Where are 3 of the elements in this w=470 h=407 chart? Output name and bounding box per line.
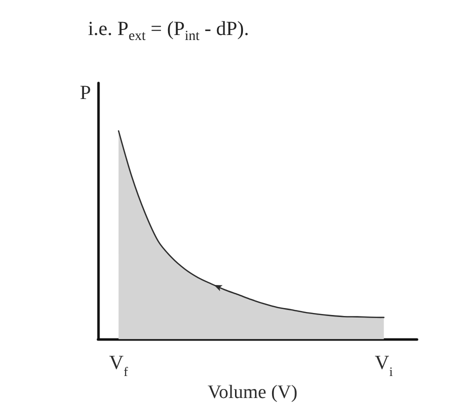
y-axis-title: P <box>80 82 91 104</box>
x-axis-title: Volume (V) <box>208 382 298 403</box>
chart-title: i.e. P$_{ext}$ = (P$_{int}$ - dP). <box>88 18 249 45</box>
